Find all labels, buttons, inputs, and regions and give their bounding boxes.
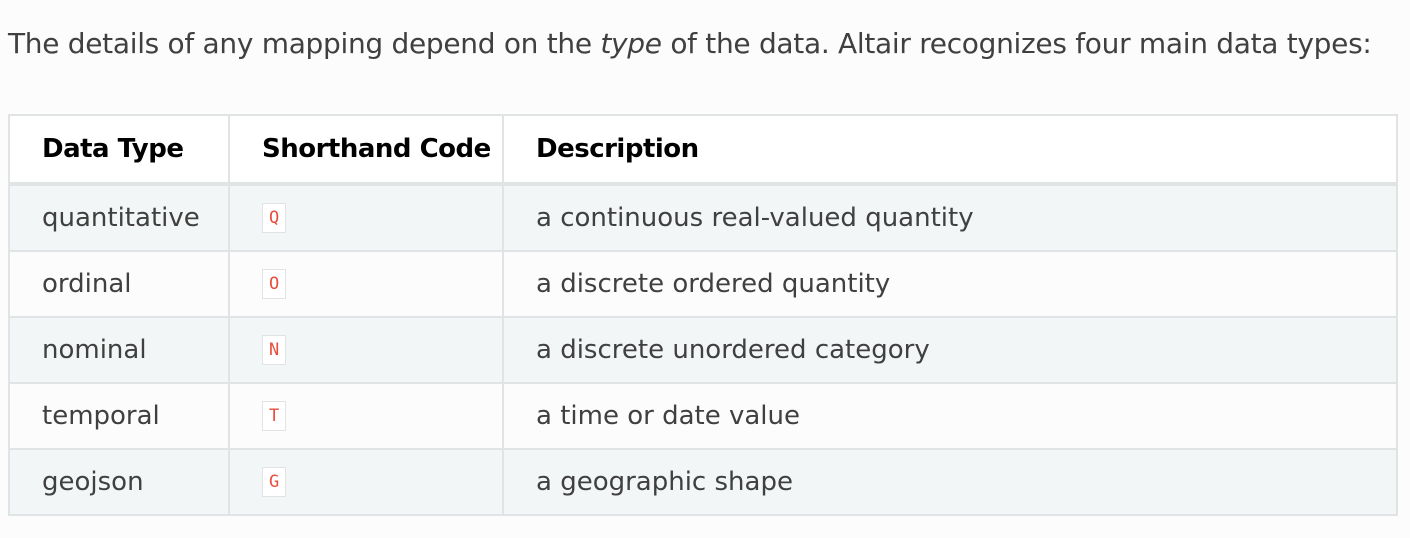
intro-text-after: of the data. Altair recognizes four main…	[661, 27, 1372, 60]
cell-description: a continuous real-valued quantity	[502, 183, 1398, 252]
code-literal: G	[262, 467, 287, 498]
cell-data-type: nominal	[8, 316, 230, 384]
code-literal: O	[262, 269, 287, 300]
table-row: ordinal O a discrete ordered quantity	[8, 250, 1398, 318]
cell-data-type: temporal	[8, 382, 230, 450]
cell-description: a discrete unordered category	[502, 316, 1398, 384]
intro-text-before: The details of any mapping depend on the	[8, 27, 601, 60]
data-types-table-wrapper: Data Type Shorthand Code Description qua…	[8, 114, 1398, 516]
table-row: geojson G a geographic shape	[8, 448, 1398, 516]
code-literal: N	[262, 335, 287, 366]
cell-data-type: quantitative	[8, 183, 230, 252]
cell-data-type: geojson	[8, 448, 230, 516]
cell-description: a time or date value	[502, 382, 1398, 450]
cell-data-type: ordinal	[8, 250, 230, 318]
cell-shorthand-code: O	[228, 250, 504, 318]
header-data-type: Data Type	[8, 114, 230, 186]
cell-shorthand-code: G	[228, 448, 504, 516]
intro-emphasis: type	[600, 27, 662, 60]
table-row: quantitative Q a continuous real-valued …	[8, 183, 1398, 252]
table-header-row: Data Type Shorthand Code Description	[8, 114, 1398, 186]
code-literal: Q	[262, 203, 287, 234]
intro-paragraph: The details of any mapping depend on the…	[8, 22, 1372, 66]
cell-shorthand-code: N	[228, 316, 504, 384]
code-literal: T	[262, 401, 287, 432]
table-row: nominal N a discrete unordered category	[8, 316, 1398, 384]
cell-shorthand-code: Q	[228, 183, 504, 252]
header-shorthand-code: Shorthand Code	[228, 114, 504, 186]
cell-description: a discrete ordered quantity	[502, 250, 1398, 318]
table-row: temporal T a time or date value	[8, 382, 1398, 450]
cell-shorthand-code: T	[228, 382, 504, 450]
data-types-table: Data Type Shorthand Code Description qua…	[8, 114, 1398, 516]
header-description: Description	[502, 114, 1398, 186]
cell-description: a geographic shape	[502, 448, 1398, 516]
